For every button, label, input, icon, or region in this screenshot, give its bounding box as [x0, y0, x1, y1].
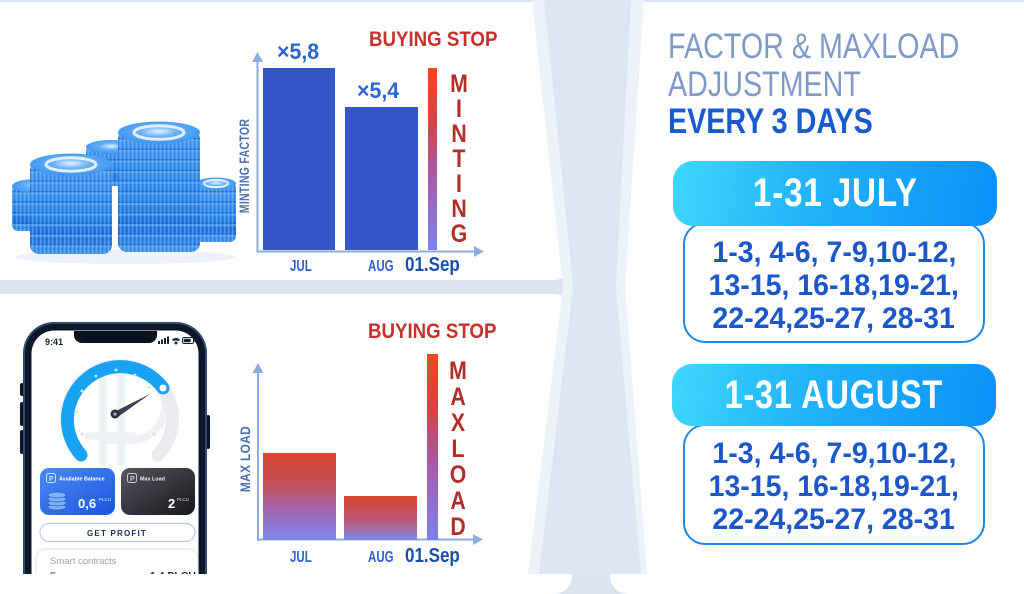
svg-text:9:41: 9:41: [45, 337, 63, 347]
svg-text:GET PROFIT: GET PROFIT: [87, 529, 147, 538]
svg-text:PLCU: PLCU: [99, 497, 111, 502]
svg-text:Available Balance: Available Balance: [59, 477, 105, 483]
svg-text:P: P: [49, 476, 54, 483]
svg-text:Smart contracts: Smart contracts: [50, 556, 117, 567]
svg-text:1.4 PLCU: 1.4 PLCU: [150, 570, 196, 574]
svg-text:0,6: 0,6: [78, 496, 96, 511]
svg-text:PLCU: PLCU: [177, 497, 189, 502]
svg-text:P: P: [130, 476, 135, 483]
svg-text:Max Load: Max Load: [140, 477, 165, 483]
svg-text:Frozen: Frozen: [50, 571, 80, 574]
svg-text:2: 2: [168, 496, 175, 511]
